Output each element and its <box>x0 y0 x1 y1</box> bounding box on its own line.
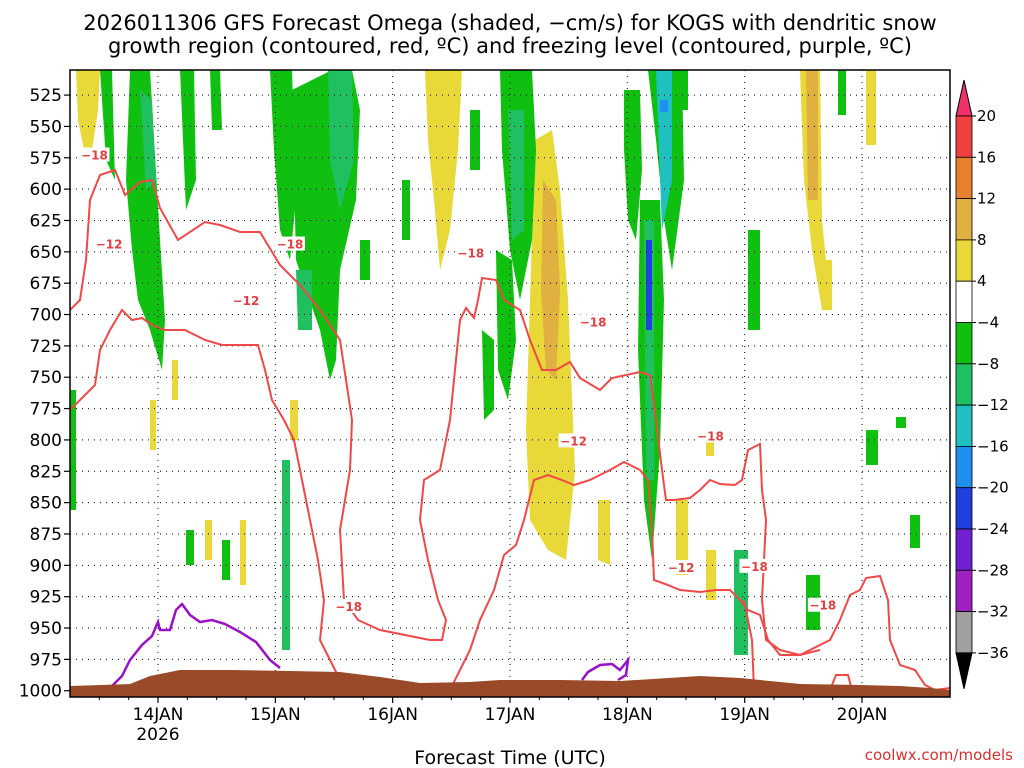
colorbar-swatch <box>955 404 973 447</box>
x-tick-label: 17JAN <box>485 705 536 725</box>
contour-label: −18 <box>277 238 304 252</box>
contour-label-bg <box>695 428 726 443</box>
contour-label-bg <box>79 147 110 162</box>
dendritic-contours <box>70 168 950 692</box>
contour-label: −12 <box>233 294 260 308</box>
colorbar-label: −4 <box>977 314 999 332</box>
y-tick-label: 1000 <box>19 682 62 702</box>
y-tick-label: 700 <box>30 306 62 326</box>
y-tick-label: 575 <box>30 149 62 169</box>
x-tick-label: 19JAN <box>719 705 770 725</box>
colorbar-label: 20 <box>977 107 996 125</box>
contour-label-bg <box>275 236 305 251</box>
contour-label-bg <box>333 598 364 613</box>
x-axis-label: Forecast Time (UTC) <box>414 747 605 768</box>
contour-label-bg <box>739 558 770 573</box>
y-tick-label: 650 <box>30 243 62 263</box>
contour-label-bg <box>807 597 838 612</box>
colorbar-swatch <box>955 156 973 200</box>
contour-label-bg <box>666 560 697 575</box>
x-tick-label: 16JAN <box>367 705 418 725</box>
y-tick-label: 875 <box>30 525 62 545</box>
x-tick-label: 20JAN <box>837 705 888 725</box>
y-tick-label: 675 <box>30 274 62 294</box>
colorbar-label: −12 <box>977 396 1009 414</box>
colorbar-swatch <box>955 487 973 530</box>
y-tick-label: 825 <box>30 462 62 482</box>
contour-label: −12 <box>96 238 123 252</box>
colorbar-label: −8 <box>977 355 999 373</box>
colorbar-label: −32 <box>977 603 1009 621</box>
colorbar-swatch <box>955 569 973 612</box>
colorbar: 20 16 12 8 4 −4 −8 −12 −16 −20 −24 −28 −32 −36 <box>955 79 1009 690</box>
contour-label: −18 <box>697 429 724 443</box>
colorbar-label: 16 <box>977 148 996 166</box>
y-tick-label: 925 <box>30 588 62 608</box>
colorbar-label: −16 <box>977 437 1009 455</box>
freezing-level-contours <box>109 602 630 689</box>
colorbar-label: −24 <box>977 520 1009 538</box>
colorbar-label: −28 <box>977 561 1009 579</box>
y-tick-label: 600 <box>30 180 62 200</box>
colorbar-label: −36 <box>977 644 1009 662</box>
contour-labels: −18 −12 −18 −12 −18 −18 −12 −18 −18 −12 −18 −18 <box>79 147 838 614</box>
contour-label: −18 <box>458 246 485 260</box>
contour-label-bg <box>558 433 589 448</box>
colorbar-swatch <box>955 445 973 489</box>
x-tick-label: 18JAN <box>602 705 653 725</box>
y-tick-label: 525 <box>30 86 62 106</box>
contour-label-bg <box>94 236 125 251</box>
y-tick-label: 950 <box>30 619 62 639</box>
colorbar-label: 8 <box>977 231 987 249</box>
contour-label-bg <box>578 314 609 329</box>
colorbar-swatch <box>955 528 973 571</box>
chart-title-line2: growth region (contoured, red, ºC) and f… <box>108 34 912 58</box>
contour-label: −18 <box>810 599 837 613</box>
contour-label-bg <box>231 292 261 307</box>
colorbar-label: −20 <box>977 479 1009 497</box>
colorbar-swatch <box>955 198 973 241</box>
colorbar-bottom-arrow <box>955 652 973 690</box>
contour-label: −18 <box>81 149 108 163</box>
colorbar-swatch <box>955 280 973 323</box>
y-axis: 525 550 575 600 625 650 675 700 725 750 775 800 825 8… <box>19 86 70 702</box>
colorbar-swatch <box>955 322 973 365</box>
time-grid <box>157 70 863 697</box>
omega-shading <box>70 70 920 655</box>
y-tick-label: 550 <box>30 117 62 137</box>
contour-label: −18 <box>741 560 768 574</box>
colorbar-swatch <box>955 611 973 654</box>
contour-label-bg <box>455 245 486 260</box>
colorbar-label: 4 <box>977 272 987 290</box>
y-tick-label: 975 <box>30 650 62 670</box>
x-tick-label: 15JAN <box>250 705 301 725</box>
y-tick-label: 625 <box>30 211 62 231</box>
colorbar-swatch <box>955 239 973 282</box>
chart-title-line1: 2026011306 GFS Forecast Omega (shaded, −… <box>83 11 936 35</box>
y-tick-label: 775 <box>30 400 62 420</box>
contour-label: −12 <box>560 434 587 448</box>
y-tick-label: 725 <box>30 337 62 357</box>
credit-text: coolwx.com/models <box>865 746 1013 764</box>
colorbar-label: 12 <box>977 190 996 208</box>
contour-label: −12 <box>668 561 695 575</box>
contour-label: −18 <box>335 600 362 614</box>
terrain-fill <box>70 670 950 697</box>
x-tick-sublabel: 2026 <box>136 725 179 745</box>
y-tick-label: 750 <box>30 368 62 388</box>
y-tick-label: 850 <box>30 494 62 514</box>
contour-label: −18 <box>580 315 607 329</box>
colorbar-swatch <box>955 115 973 158</box>
y-tick-label: 900 <box>30 556 62 576</box>
colorbar-swatch <box>955 363 973 406</box>
y-tick-label: 800 <box>30 431 62 451</box>
x-tick-label: 14JAN <box>133 705 184 725</box>
